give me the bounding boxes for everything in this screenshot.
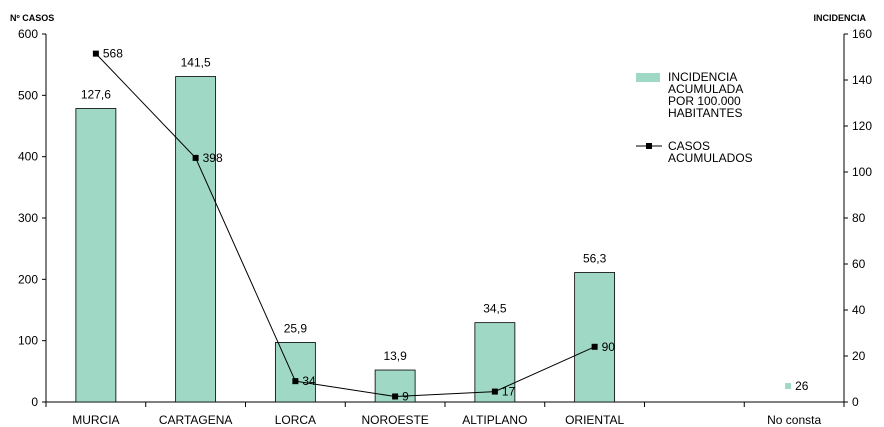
left-tick-label: 600 <box>18 27 38 41</box>
x-tick-label: MURCIA <box>72 413 119 427</box>
point-data-label: 17 <box>502 385 516 399</box>
x-tick-label: ALTIPLANO <box>462 413 527 427</box>
legend-bar-label: INCIDENCIA <box>668 70 737 84</box>
x-tick-label: ORIENTAL <box>565 413 624 427</box>
legend-line-marker <box>646 143 652 149</box>
legend-bar-swatch <box>636 73 660 82</box>
point-data-label: 90 <box>602 340 616 354</box>
point-casos <box>491 388 498 395</box>
plot-area: 0 100 200 300 400 500 600 0 20 40 60 80 100 120 140 160… <box>18 27 872 427</box>
legend-line-label: ACUMULADOS <box>668 151 753 165</box>
point-casos <box>92 50 99 57</box>
bar-incidencia <box>574 272 616 403</box>
bar-incidencia <box>274 342 316 403</box>
left-tick-label: 500 <box>18 88 38 102</box>
right-tick-label: 100 <box>852 165 872 179</box>
bar-incidencia <box>175 76 217 403</box>
bar-data-label: 56,3 <box>583 252 607 266</box>
x-tick-label: LORCA <box>275 413 316 427</box>
x-tick-label: NOROESTE <box>361 413 428 427</box>
left-tick-label: 200 <box>18 272 38 286</box>
x-tick-label: No consta <box>767 413 821 427</box>
point-casos <box>591 343 598 350</box>
right-axis-title: INCIDENCIA <box>813 13 866 23</box>
right-tick-label: 60 <box>852 257 866 271</box>
point-data-label: 34 <box>302 374 316 388</box>
right-tick-label: 140 <box>852 73 872 87</box>
left-axis-title: Nº CASOS <box>10 13 54 23</box>
point-casos <box>192 154 199 161</box>
bar-data-label: 141,5 <box>181 56 211 70</box>
right-tick-label: 160 <box>852 27 872 41</box>
bar-data-label: 25,9 <box>284 321 308 335</box>
left-tick-label: 0 <box>31 395 38 409</box>
point-no-consta <box>785 383 792 390</box>
bar-data-label: 127,6 <box>81 88 111 102</box>
right-tick-label: 120 <box>852 119 872 133</box>
legend-bar-label: HABITANTES <box>668 106 742 120</box>
right-tick-label: 80 <box>852 211 866 225</box>
point-data-label: 568 <box>103 47 123 61</box>
point-data-label: 9 <box>402 389 409 403</box>
left-tick-label: 300 <box>18 211 38 225</box>
legend-bar-label: POR 100.000 <box>668 94 741 108</box>
point-casos <box>292 378 299 385</box>
line-casos <box>95 53 595 397</box>
left-tick-label: 400 <box>18 150 38 164</box>
left-tick-label: 100 <box>18 334 38 348</box>
point-data-label: 398 <box>203 151 223 165</box>
x-tick-label: CARTAGENA <box>159 413 233 427</box>
right-tick-label: 40 <box>852 303 866 317</box>
right-tick-label: 20 <box>852 349 866 363</box>
right-tick-label: 0 <box>852 395 859 409</box>
legend-bar-label: ACUMULADA <box>668 82 743 96</box>
bar-data-label: 13,9 <box>383 349 407 363</box>
point-casos <box>392 393 399 400</box>
bar-data-label: 34,5 <box>483 302 507 316</box>
legend-line-label: CASOS <box>668 139 710 153</box>
bar-incidencia <box>474 322 516 403</box>
point-no-consta-label: 26 <box>795 379 809 393</box>
bar-incidencia <box>75 108 117 403</box>
